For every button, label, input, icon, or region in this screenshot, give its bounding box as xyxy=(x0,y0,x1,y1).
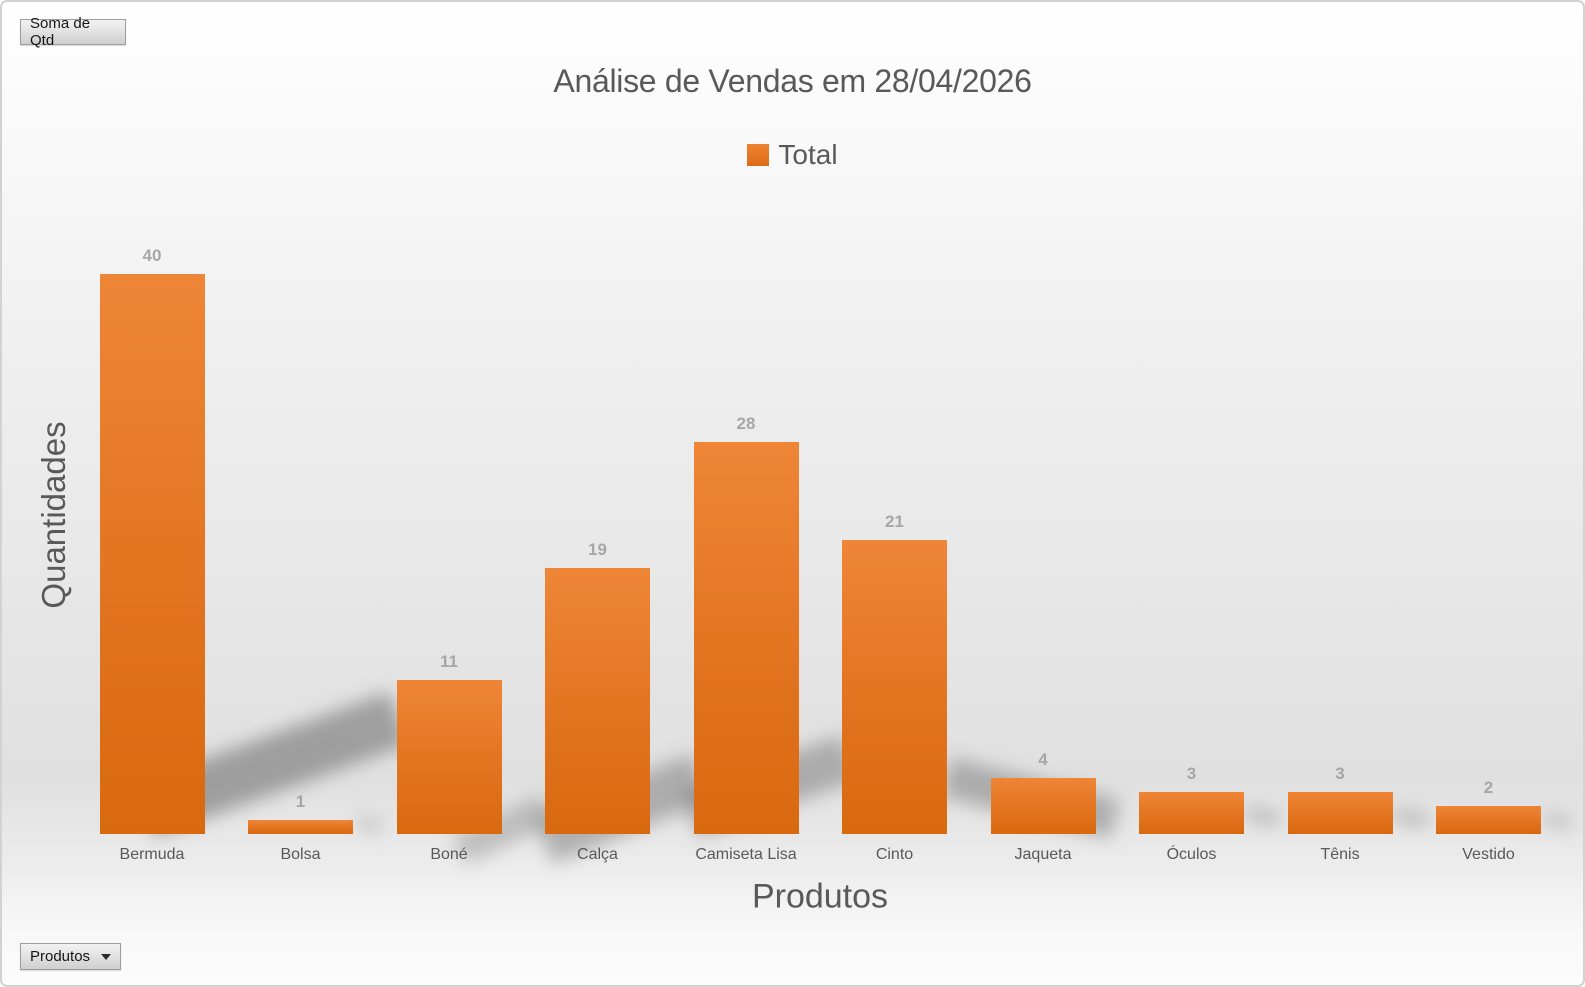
pivot-field-axis-label: Produtos xyxy=(30,948,91,965)
bar-value-label: 19 xyxy=(588,540,607,559)
bar-value-label: 28 xyxy=(736,414,756,433)
category-label: Bolsa xyxy=(280,846,321,863)
bar-value-label: 1 xyxy=(295,792,306,811)
x-axis-title: Produtos xyxy=(751,877,889,916)
bar-boné[interactable] xyxy=(396,680,502,834)
bar-perspective-shadow xyxy=(1541,812,1574,831)
pivot-field-value-label: Soma de Qtd xyxy=(30,15,91,49)
chart-title: Análise de Vendas em 28/04/2026 xyxy=(553,63,1032,99)
category-label: Tênis xyxy=(1320,846,1360,863)
bar-value-label: 2 xyxy=(1483,778,1494,797)
category-label: Camiseta Lisa xyxy=(695,846,797,863)
category-label: Calça xyxy=(577,846,618,863)
category-label: Óculos xyxy=(1166,846,1217,863)
pivot-field-axis-button[interactable]: Produtos xyxy=(20,943,121,970)
dropdown-arrow-icon xyxy=(101,953,111,960)
bar-cinto[interactable] xyxy=(842,540,947,834)
category-label: Jaqueta xyxy=(1014,846,1072,863)
bar-perspective-shadow xyxy=(355,817,384,833)
category-label: Boné xyxy=(430,846,468,863)
bar-vestido[interactable] xyxy=(1436,806,1541,834)
bar-value-label: 21 xyxy=(885,512,904,531)
bar-bermuda[interactable] xyxy=(99,274,205,834)
bar-perspective-shadow xyxy=(1243,806,1282,828)
bar-value-label: 11 xyxy=(440,652,458,671)
bar-óculos[interactable] xyxy=(1139,792,1244,834)
bar-tênis[interactable] xyxy=(1287,792,1393,834)
category-label: Cinto xyxy=(875,846,914,863)
category-label: Bermuda xyxy=(119,846,185,863)
bar-value-label: 4 xyxy=(1038,750,1048,769)
legend-marker-icon xyxy=(747,144,770,166)
pivot-field-value-button[interactable]: Soma de Qtd xyxy=(20,15,126,49)
bar-value-label: 3 xyxy=(1335,764,1345,783)
bar-camiseta-lisa[interactable] xyxy=(693,442,799,834)
bar-calça[interactable] xyxy=(545,568,650,834)
category-label: Vestido xyxy=(1462,846,1515,863)
y-axis-title: Quantidades xyxy=(35,421,72,609)
legend: Total xyxy=(2,139,1583,171)
bar-perspective-shadow xyxy=(1391,807,1430,829)
bar-jaqueta[interactable] xyxy=(990,778,1096,834)
bar-value-label: 3 xyxy=(1186,764,1197,783)
bar-bolsa[interactable] xyxy=(248,820,353,834)
legend-label: Total xyxy=(778,139,838,170)
bar-value-label: 40 xyxy=(142,246,162,265)
